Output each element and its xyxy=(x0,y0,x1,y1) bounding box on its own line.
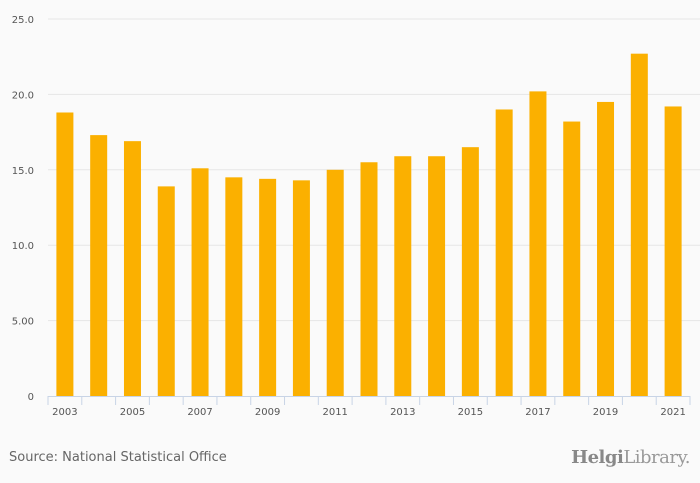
bar-2015 xyxy=(461,147,479,396)
helgi-library-logo[interactable]: HelgiLibrary. xyxy=(571,447,690,468)
x-tick-label: 2015 xyxy=(458,407,483,418)
bar-2008 xyxy=(225,177,243,396)
bar-2009 xyxy=(259,178,277,396)
y-tick-label: 10.0 xyxy=(12,241,34,252)
bar-2011 xyxy=(326,169,344,396)
logo-rest: Library. xyxy=(623,447,690,468)
x-tick-label: 2007 xyxy=(187,407,212,418)
y-tick-label: 5.00 xyxy=(12,317,34,328)
source-note: Source: National Statistical Office xyxy=(9,450,227,465)
bar-2016 xyxy=(495,109,513,396)
logo-bold: Helgi xyxy=(571,447,624,468)
bar-chart: 0 5.00 10.0 15.0 20.0 25.0 2003 2005 2007 2009 201… xyxy=(12,15,700,418)
x-tick-label: 2013 xyxy=(390,407,415,418)
bar-2021 xyxy=(664,106,682,397)
bar-2019 xyxy=(597,101,615,396)
bar-2005 xyxy=(123,141,141,396)
bar-2014 xyxy=(428,156,446,396)
bar-2006 xyxy=(157,186,175,396)
x-tick-label: 2011 xyxy=(322,407,347,418)
x-tick-label: 2005 xyxy=(120,407,145,418)
y-tick-label: 15.0 xyxy=(12,166,34,177)
bar-2007 xyxy=(191,168,209,396)
x-tick-label: 2019 xyxy=(593,407,618,418)
y-tick-label: 0 xyxy=(28,392,34,403)
bar-2010 xyxy=(292,180,310,396)
x-tick-label: 2009 xyxy=(255,407,280,418)
bar-2020 xyxy=(630,53,648,397)
bar-2004 xyxy=(90,135,108,396)
y-tick-label: 25.0 xyxy=(12,15,34,26)
bar-2017 xyxy=(529,91,547,396)
bar-2012 xyxy=(360,162,378,396)
bar-2003 xyxy=(56,112,74,396)
x-tick-label: 2017 xyxy=(525,407,550,418)
x-tick-label: 2021 xyxy=(660,407,685,418)
x-tick-label: 2003 xyxy=(52,407,77,418)
bar-2013 xyxy=(394,156,412,396)
bar-2018 xyxy=(563,121,581,396)
y-tick-label: 20.0 xyxy=(12,90,34,101)
